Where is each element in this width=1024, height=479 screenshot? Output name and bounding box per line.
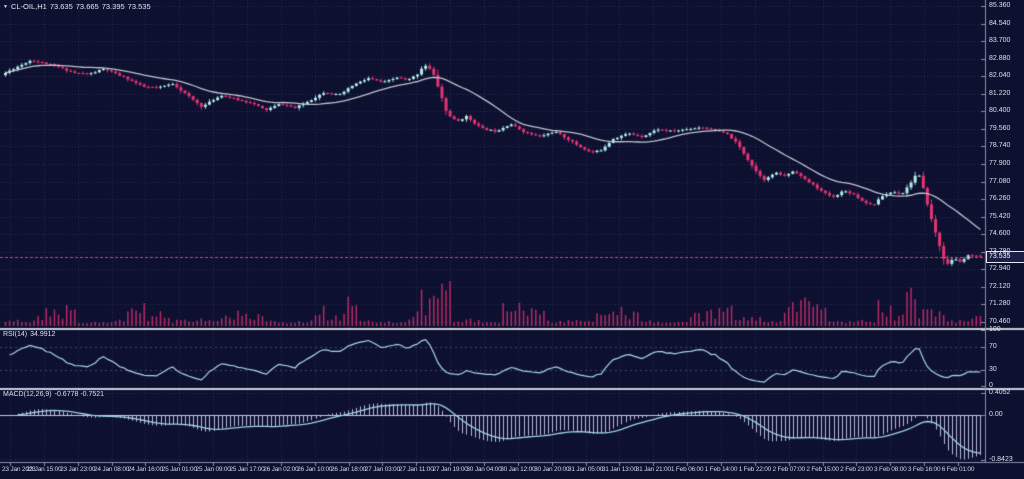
macd-axis-tick: -0.8423 xyxy=(989,456,1013,463)
price-axis-tick: 72.940 xyxy=(989,265,1011,273)
price-axis-tick: 77.900 xyxy=(989,160,1011,167)
macd-axis-tick: 0.00 xyxy=(989,411,1003,418)
symbol-dropdown-icon[interactable]: ▼ xyxy=(3,4,8,10)
price-axis-tick: 84.540 xyxy=(989,19,1011,27)
time-axis-tick: 2 Feb 15:00 xyxy=(806,466,839,473)
time-axis-tick: 26 Jan 18:00 xyxy=(330,466,367,473)
chart-title: ▼ CL-OIL,H1 73.635 73.665 73.395 73.535 xyxy=(3,2,154,11)
symbol-timeframe: CL-OIL,H1 xyxy=(10,2,47,11)
price-axis-tick: 71.280 xyxy=(989,300,1011,308)
time-axis-tick: 31 Jan 13:00 xyxy=(601,466,638,473)
time-axis-tick: 25 Jan 09:00 xyxy=(195,466,231,473)
time-axis-tick: 26 Jan 10:00 xyxy=(297,466,333,473)
price-axis-tick: 76.260 xyxy=(989,195,1011,203)
price-axis-tick: 70.460 xyxy=(989,318,1011,325)
ohlc-low: 73.395 xyxy=(101,2,125,11)
time-axis-tick: 25 Jan 01:00 xyxy=(161,466,197,473)
rsi-axis-tick: 100 xyxy=(989,326,1001,333)
price-axis-tick: 82.040 xyxy=(989,72,1011,80)
time-axis-tick: 3 Feb 08:00 xyxy=(874,466,907,473)
rsi-axis-tick: 70 xyxy=(989,342,997,350)
time-axis-tick: 27 Jan 11:00 xyxy=(398,466,434,473)
time-axis-tick: 2 Feb 23:00 xyxy=(840,466,873,473)
price-axis-tick: 78.740 xyxy=(989,142,1011,150)
ohlc-open: 73.635 xyxy=(49,2,73,11)
price-axis-tick: 73.780 xyxy=(989,247,1011,255)
time-axis-tick: 6 Feb 01:00 xyxy=(941,466,975,473)
time-axis-tick: 23 Jan 2023 xyxy=(2,466,36,473)
price-axis-tick: 79.560 xyxy=(989,124,1011,132)
time-axis-tick: 27 Jan 03:00 xyxy=(364,466,401,473)
time-axis-tick: 2 Feb 07:00 xyxy=(772,466,805,473)
rsi-axis-tick: 30 xyxy=(989,365,997,373)
price-axis-tick: 75.420 xyxy=(989,212,1011,220)
time-axis-tick: 30 Jan 12:00 xyxy=(500,466,536,473)
time-axis-tick: 30 Jan 20:00 xyxy=(534,466,570,473)
time-axis-tick: 1 Feb 22:00 xyxy=(738,466,772,473)
rsi-panel-label: RSI(14) 34.9912 xyxy=(3,331,58,338)
price-axis-tick: 81.220 xyxy=(989,89,1011,97)
ohlc-high: 73.665 xyxy=(75,2,99,11)
time-axis-tick: 25 Jan 17:00 xyxy=(229,466,265,473)
rsi-indicator-value: 34.9912 xyxy=(30,331,56,338)
current-price-tag: 73.535 xyxy=(986,251,1024,263)
price-axis-tick: 82.880 xyxy=(989,54,1011,62)
ohlc-close: 73.535 xyxy=(127,2,151,11)
time-axis-tick: 1 Feb 06:00 xyxy=(670,466,704,473)
time-axis-tick: 27 Jan 19:00 xyxy=(432,466,468,473)
time-axis-tick: 23 Jan 15:00 xyxy=(26,466,62,473)
price-axis-tick: 83.700 xyxy=(989,37,1011,45)
macd-axis-tick: 0.4052 xyxy=(989,389,1011,396)
macd-indicator-name: MACD(12,26,9) xyxy=(3,391,52,398)
price-axis-tick: 77.080 xyxy=(989,177,1011,185)
time-axis-tick: 24 Jan 16:00 xyxy=(127,466,164,473)
time-axis-tick: 31 Jan 05:00 xyxy=(567,466,604,473)
rsi-axis-tick: 0 xyxy=(989,382,993,389)
macd-panel-label: MACD(12,26,9) -0.6778 -0.7521 xyxy=(3,391,107,398)
time-axis-tick: 26 Jan 02:00 xyxy=(263,466,299,473)
price-axis-tick: 74.600 xyxy=(989,230,1011,238)
price-axis-tick: 80.400 xyxy=(989,107,1011,115)
time-axis-tick: 1 Feb 14:00 xyxy=(704,466,738,473)
time-axis-tick: 30 Jan 04:00 xyxy=(466,466,502,473)
time-axis-tick: 23 Jan 23:00 xyxy=(60,466,96,473)
macd-indicator-value: -0.6778 -0.7521 xyxy=(54,391,105,398)
time-axis-tick: 31 Jan 21:00 xyxy=(635,466,671,473)
price-axis-tick: 85.360 xyxy=(989,2,1011,9)
rsi-indicator-name: RSI(14) xyxy=(3,331,28,338)
time-axis-tick: 24 Jan 08:00 xyxy=(93,466,130,473)
price-axis-tick: 72.120 xyxy=(989,282,1011,290)
time-axis-tick: 3 Feb 16:00 xyxy=(907,466,941,473)
